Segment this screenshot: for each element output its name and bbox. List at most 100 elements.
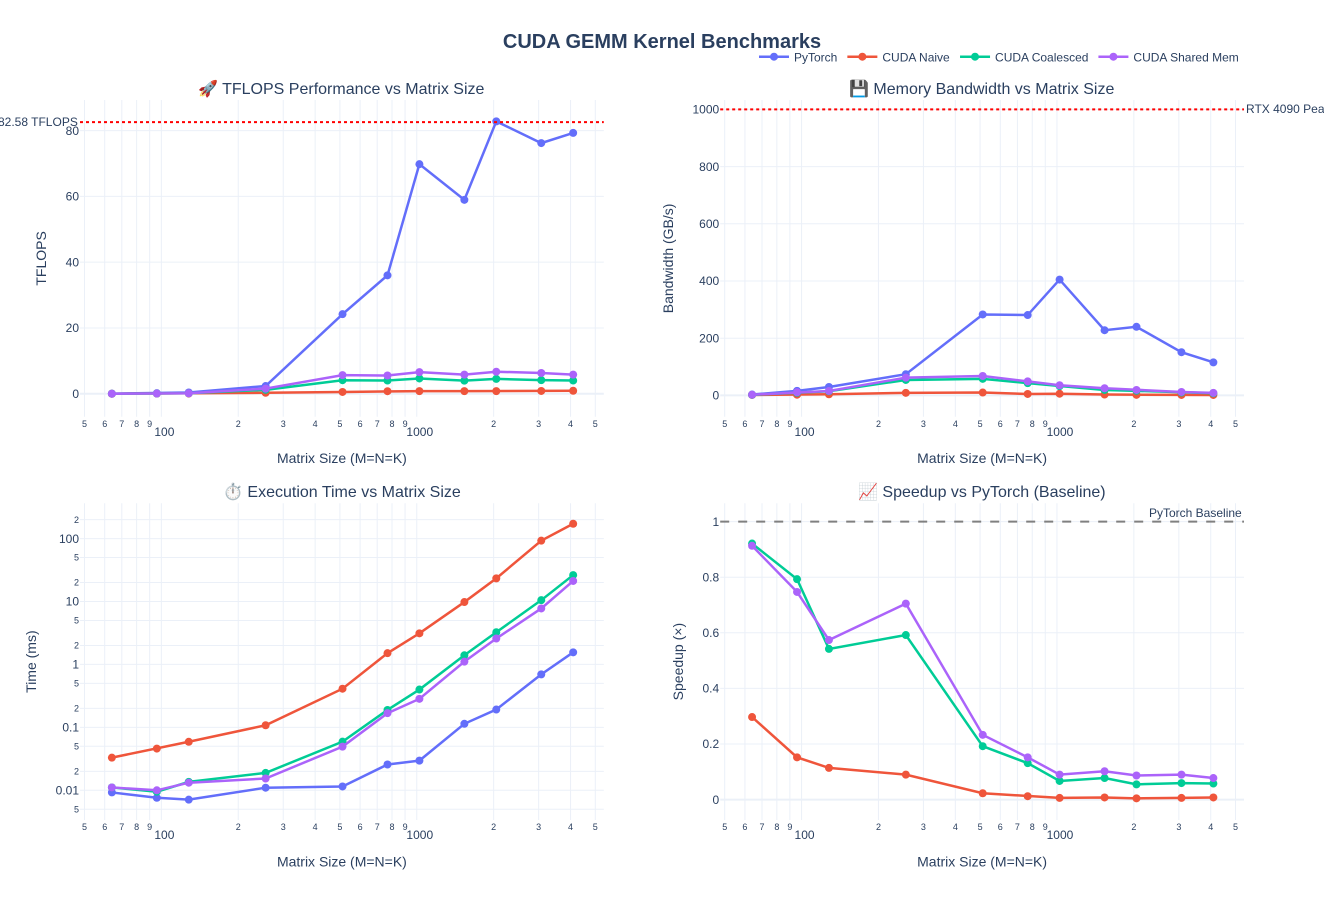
svg-text:8: 8: [774, 822, 779, 832]
svg-text:3: 3: [281, 822, 286, 832]
svg-text:6: 6: [998, 822, 1003, 832]
svg-text:2: 2: [491, 419, 496, 429]
svg-text:0: 0: [713, 793, 720, 807]
svg-text:3: 3: [921, 822, 926, 832]
svg-text:PyTorch Baseline: PyTorch Baseline: [1149, 506, 1242, 520]
svg-text:⏱️ Execution Time vs Matrix Si: ⏱️ Execution Time vs Matrix Size: [223, 482, 461, 501]
svg-text:3: 3: [921, 419, 926, 429]
svg-text:5: 5: [978, 822, 983, 832]
svg-text:4: 4: [568, 822, 573, 832]
svg-text:1000: 1000: [1047, 828, 1074, 842]
svg-text:5: 5: [82, 419, 87, 429]
svg-text:2: 2: [1131, 419, 1136, 429]
svg-text:9: 9: [787, 419, 792, 429]
svg-text:8: 8: [1030, 419, 1035, 429]
svg-text:8: 8: [134, 822, 139, 832]
svg-text:8: 8: [390, 419, 395, 429]
svg-text:0.4: 0.4: [703, 682, 720, 696]
svg-text:7: 7: [119, 419, 124, 429]
svg-text:800: 800: [699, 160, 719, 174]
svg-text:6: 6: [102, 419, 107, 429]
svg-text:5: 5: [337, 822, 342, 832]
svg-text:5: 5: [74, 553, 79, 563]
svg-text:0: 0: [713, 389, 720, 403]
svg-text:7: 7: [375, 419, 380, 429]
svg-text:2: 2: [74, 578, 79, 588]
svg-text:2: 2: [74, 515, 79, 525]
svg-text:0.1: 0.1: [62, 721, 79, 735]
svg-text:8: 8: [134, 419, 139, 429]
svg-text:100: 100: [795, 425, 815, 439]
svg-text:5: 5: [74, 679, 79, 689]
svg-text:2: 2: [1131, 822, 1136, 832]
svg-text:100: 100: [59, 532, 79, 546]
svg-text:1: 1: [72, 658, 79, 672]
svg-text:60: 60: [66, 190, 80, 204]
svg-text:💾 Memory Bandwidth vs Matrix: 💾 Memory Bandwidth vs Matrix Size: [849, 79, 1114, 98]
svg-text:100: 100: [154, 828, 174, 842]
svg-text:Speedup (×): Speedup (×): [670, 623, 686, 700]
svg-text:3: 3: [1176, 419, 1181, 429]
svg-text:1000: 1000: [406, 828, 433, 842]
svg-text:9: 9: [787, 822, 792, 832]
svg-text:3: 3: [536, 822, 541, 832]
svg-text:9: 9: [147, 822, 152, 832]
svg-text:8: 8: [774, 419, 779, 429]
svg-text:4: 4: [313, 822, 318, 832]
svg-text:1: 1: [713, 515, 720, 529]
svg-text:2: 2: [236, 419, 241, 429]
svg-text:100: 100: [795, 828, 815, 842]
svg-text:4: 4: [313, 419, 318, 429]
svg-text:2: 2: [491, 822, 496, 832]
svg-text:0: 0: [72, 387, 79, 401]
svg-text:8: 8: [1030, 822, 1035, 832]
svg-text:4: 4: [1208, 822, 1213, 832]
svg-text:20: 20: [66, 321, 80, 335]
svg-text:0.01: 0.01: [56, 784, 80, 798]
svg-text:2: 2: [876, 419, 881, 429]
svg-text:6: 6: [358, 822, 363, 832]
svg-text:7: 7: [375, 822, 380, 832]
svg-text:1000: 1000: [1047, 425, 1074, 439]
svg-text:3: 3: [536, 419, 541, 429]
svg-text:📈 Speedup vs PyTorch (Baselin: 📈 Speedup vs PyTorch (Baseline): [858, 482, 1106, 501]
svg-text:Matrix Size (M=N=K): Matrix Size (M=N=K): [277, 450, 407, 466]
svg-text:2: 2: [236, 822, 241, 832]
svg-text:5: 5: [74, 741, 79, 751]
svg-text:100: 100: [154, 425, 174, 439]
svg-text:TFLOPS: TFLOPS: [33, 231, 49, 285]
svg-text:2: 2: [74, 641, 79, 651]
svg-text:0.6: 0.6: [703, 626, 720, 640]
svg-text:Matrix Size (M=N=K): Matrix Size (M=N=K): [917, 450, 1047, 466]
svg-text:9: 9: [147, 419, 152, 429]
svg-text:5: 5: [722, 419, 727, 429]
svg-text:7: 7: [1015, 419, 1020, 429]
svg-text:Matrix Size (M=N=K): Matrix Size (M=N=K): [277, 853, 407, 869]
svg-text:200: 200: [699, 331, 719, 345]
svg-text:6: 6: [742, 419, 747, 429]
svg-text:4: 4: [1208, 419, 1213, 429]
svg-text:5: 5: [74, 616, 79, 626]
svg-text:6: 6: [998, 419, 1003, 429]
svg-text:5: 5: [593, 822, 598, 832]
svg-text:0.2: 0.2: [703, 737, 720, 751]
svg-text:CUDA GEMM Kernel Benchmarks: CUDA GEMM Kernel Benchmarks: [503, 31, 821, 53]
svg-text:1000: 1000: [692, 103, 719, 117]
svg-text:0.8: 0.8: [703, 570, 720, 584]
svg-text:6: 6: [358, 419, 363, 429]
svg-text:4: 4: [953, 419, 958, 429]
svg-text:7: 7: [1015, 822, 1020, 832]
svg-text:5: 5: [1233, 822, 1238, 832]
svg-text:5: 5: [593, 419, 598, 429]
svg-text:40: 40: [66, 255, 80, 269]
svg-text:5: 5: [1233, 419, 1238, 429]
svg-text:3: 3: [1176, 822, 1181, 832]
svg-text:5: 5: [722, 822, 727, 832]
svg-text:5: 5: [82, 822, 87, 832]
svg-text:1000: 1000: [406, 425, 433, 439]
svg-text:2: 2: [876, 822, 881, 832]
svg-text:4: 4: [953, 822, 958, 832]
svg-text:600: 600: [699, 217, 719, 231]
svg-text:82.58 TFLOPS: 82.58 TFLOPS: [0, 115, 78, 129]
svg-text:2: 2: [74, 704, 79, 714]
